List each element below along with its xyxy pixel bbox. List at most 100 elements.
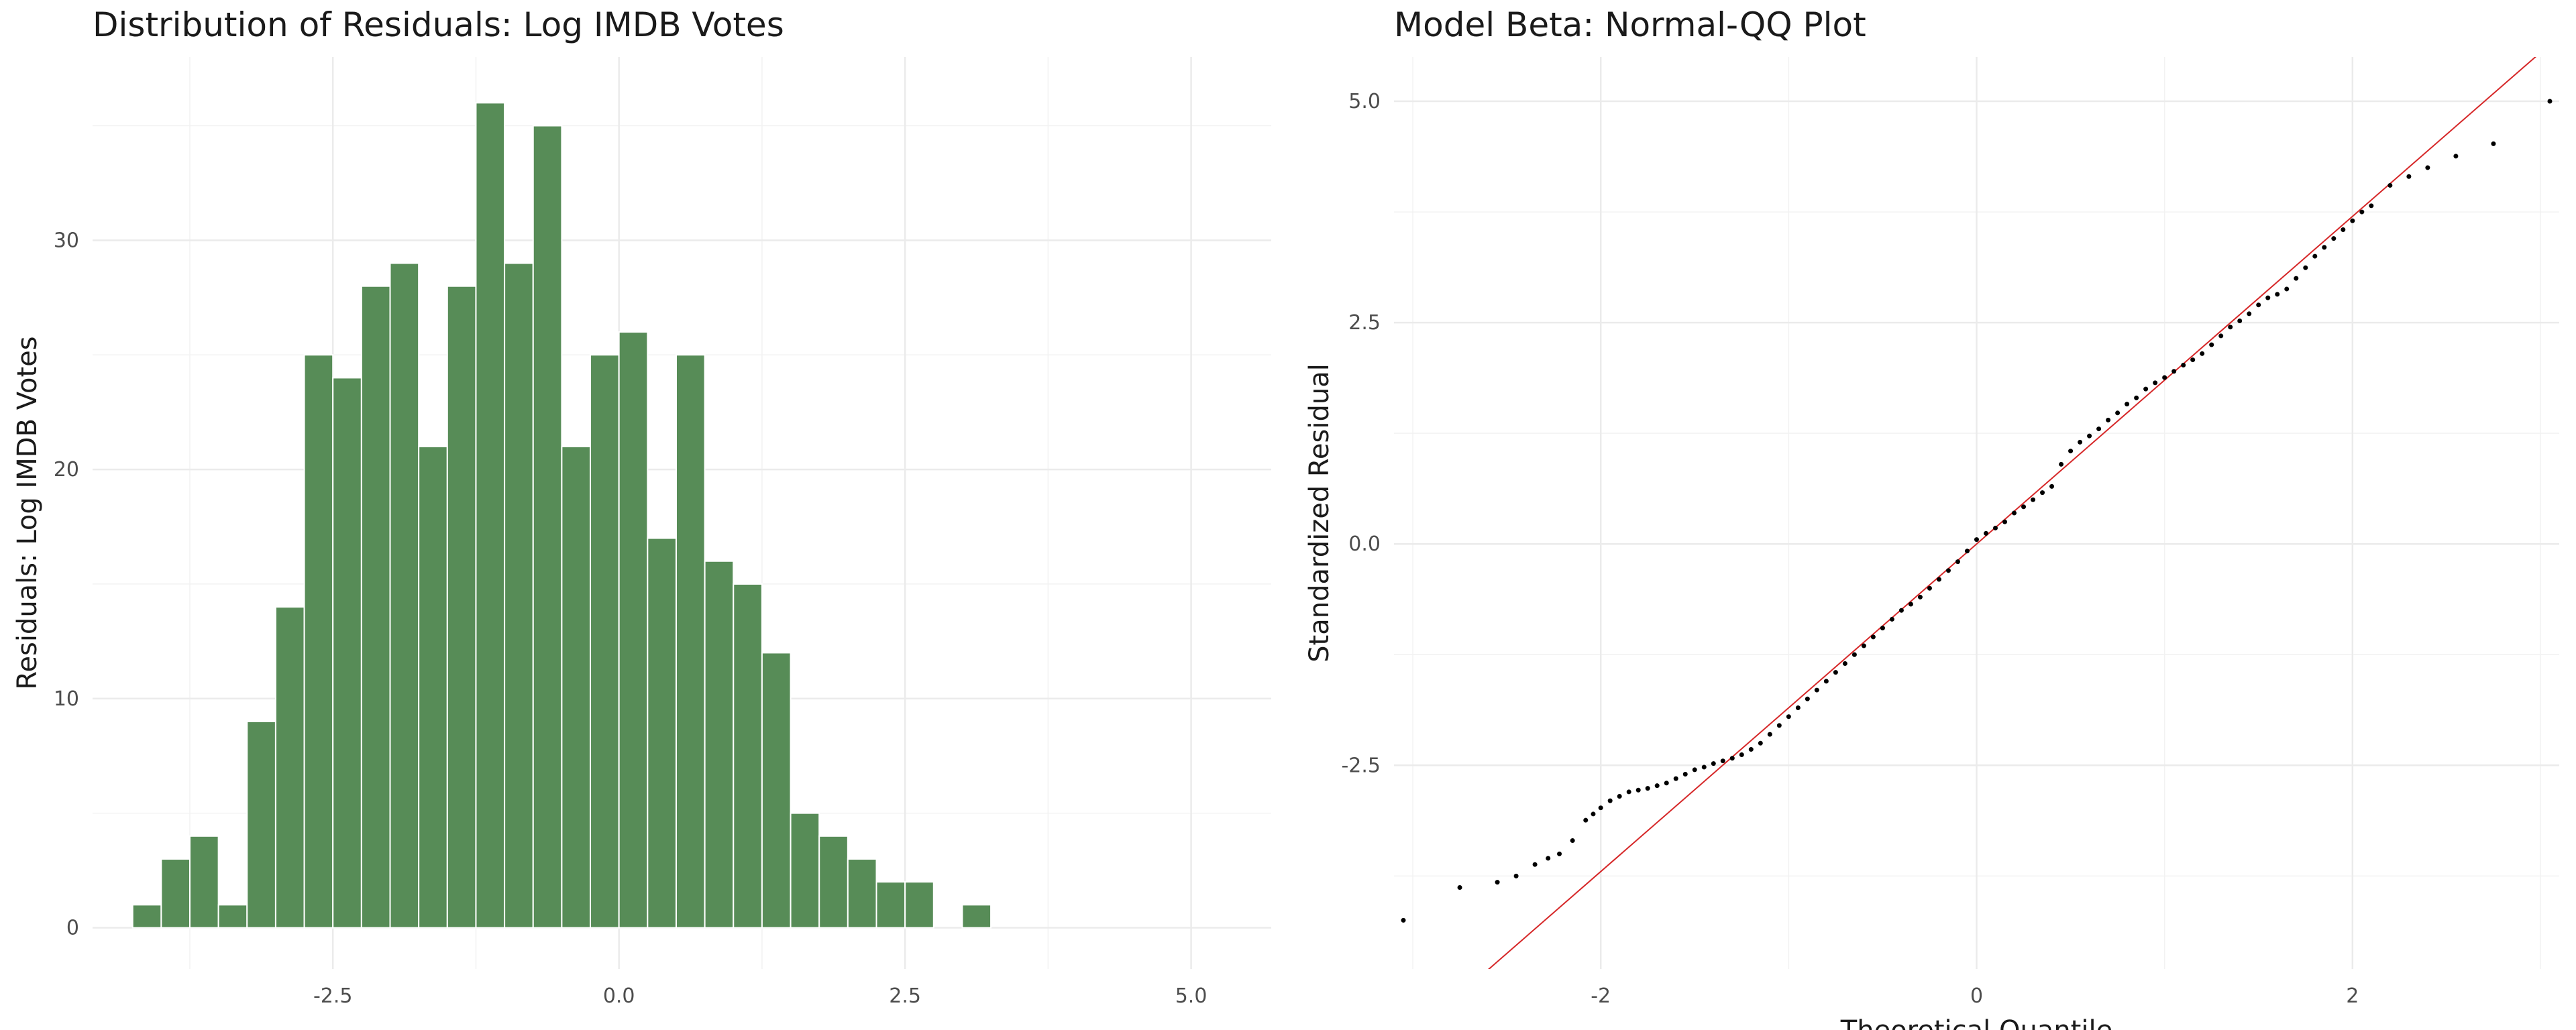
qq-point <box>1917 594 1923 599</box>
histogram-bar <box>532 125 563 929</box>
qq-point <box>1401 917 1406 923</box>
qq-point <box>1513 873 1519 878</box>
histogram-bar <box>418 445 448 929</box>
y-tick-label: -2.5 <box>1341 754 1381 777</box>
histogram-bar <box>389 262 420 929</box>
qq-point <box>2021 504 2027 510</box>
qq-point <box>1495 880 1500 885</box>
qq-point <box>2341 227 2346 232</box>
histogram-bar <box>303 354 334 929</box>
qq-point <box>1570 838 1575 844</box>
qq-point <box>1692 767 1697 772</box>
x-tick-label: 0.0 <box>603 984 635 1008</box>
qq-point <box>2087 433 2092 439</box>
qq-point <box>2359 209 2365 215</box>
qq-point <box>2068 449 2074 454</box>
qq-point <box>2312 253 2318 259</box>
x-tick-label: 2.5 <box>889 984 921 1008</box>
qq-point <box>2171 369 2177 374</box>
histogram-bar <box>189 835 219 929</box>
qq-point <box>2134 395 2139 400</box>
histogram-title: Distribution of Residuals: Log IMDB Vote… <box>93 5 784 44</box>
qq-point <box>2031 497 2036 502</box>
qq-point <box>1546 856 1551 861</box>
qq-point <box>2265 295 2271 300</box>
qq-y-axis-title: Standardized Residual <box>1304 363 1335 663</box>
qq-point <box>1532 862 1538 867</box>
qq-panel: Model Beta: Normal-QQ Plot -2 0 2 -2.5 0.0 2.… <box>1288 0 2576 1030</box>
qq-point <box>1720 758 1725 764</box>
y-tick-label: 10 <box>54 687 79 711</box>
qq-point <box>1898 608 1904 613</box>
qq-point <box>1993 525 1998 530</box>
qq-point <box>2331 236 2337 241</box>
qq-point <box>1664 781 1669 786</box>
qq-point <box>1583 817 1589 823</box>
y-tick-label: 2.5 <box>1348 311 1381 335</box>
qq-point <box>2256 302 2261 308</box>
histogram-bars <box>131 102 992 929</box>
histogram-bar <box>647 537 677 929</box>
histogram-bar <box>675 354 706 929</box>
qq-point <box>2237 318 2243 323</box>
qq-x-axis-title: Theoretical Quantile <box>1840 1015 2112 1030</box>
qq-point <box>2209 342 2214 347</box>
y-tick-label: 0 <box>66 916 79 939</box>
histogram-bar <box>475 102 506 929</box>
qq-point <box>1617 794 1622 799</box>
qq-point <box>1833 670 1838 675</box>
qq-point <box>2049 483 2055 489</box>
histogram-bar <box>704 560 735 929</box>
qq-point <box>1945 568 1951 573</box>
qq-point <box>1936 577 1941 582</box>
qq-point <box>2303 265 2308 270</box>
y-tick-label: 30 <box>54 229 79 252</box>
histogram-bar <box>847 858 877 929</box>
qq-point <box>2491 141 2496 146</box>
x-tick-label: 5.0 <box>1175 984 1208 1008</box>
histogram-bar <box>217 904 248 929</box>
qq-point <box>1758 740 1763 746</box>
qq-point <box>2002 519 2008 524</box>
qq-point <box>2425 165 2430 170</box>
qq-point <box>2369 203 2374 209</box>
y-tick-label: 20 <box>54 458 79 481</box>
qq-point <box>1805 696 1810 701</box>
qq-point <box>2350 218 2355 223</box>
qq-point <box>2096 426 2102 432</box>
x-tick-label: 0 <box>1970 984 1983 1008</box>
histogram-bar <box>360 285 391 929</box>
qq-point <box>2322 245 2327 250</box>
qq-point <box>2453 154 2459 159</box>
qq-point <box>1739 752 1744 757</box>
qq-point <box>2406 174 2412 179</box>
qq-point <box>2294 276 2299 281</box>
histogram-bar <box>274 606 305 929</box>
histogram-bar <box>818 835 849 929</box>
histogram-bar <box>904 881 934 929</box>
qq-point <box>1557 851 1562 856</box>
qq-point <box>2387 182 2393 188</box>
qq-point <box>2143 386 2149 392</box>
qq-reference-line <box>1488 57 2536 969</box>
histogram-panel: Distribution of Residuals: Log IMDB Vote… <box>12 5 1271 1008</box>
qq-point <box>1767 732 1772 737</box>
qq-point <box>1748 747 1754 752</box>
histogram-bar <box>160 858 191 929</box>
histogram-bar <box>590 354 620 929</box>
qq-point <box>1823 679 1829 684</box>
x-tick-label: -2 <box>1591 984 1611 1008</box>
qq-title: Model Beta: Normal-QQ Plot <box>1394 5 1866 44</box>
qq-point <box>1984 530 1989 536</box>
qq-point <box>1598 805 1603 811</box>
qq-point <box>2012 510 2017 516</box>
qq-point <box>2115 410 2121 416</box>
qq-point <box>1870 634 1876 640</box>
qq-point <box>2200 351 2205 356</box>
qq-point <box>2181 362 2186 367</box>
qq-point <box>2218 333 2224 339</box>
qq-points <box>1401 99 2553 923</box>
y-tick-label: 0.0 <box>1348 532 1381 556</box>
qq-point <box>2547 99 2553 104</box>
histogram-bar <box>561 445 592 929</box>
